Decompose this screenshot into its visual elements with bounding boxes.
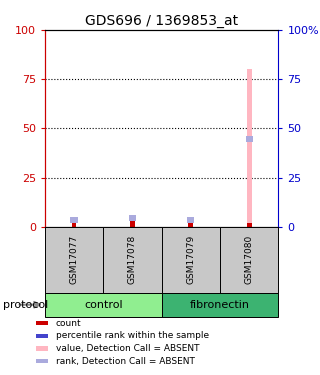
Bar bbox=[72, 223, 76, 227]
Text: control: control bbox=[84, 300, 123, 310]
Text: GSM17079: GSM17079 bbox=[186, 235, 195, 284]
Bar bbox=[36, 334, 48, 338]
Bar bbox=[220, 227, 278, 292]
Text: percentile rank within the sample: percentile rank within the sample bbox=[56, 332, 209, 340]
Text: fibronectin: fibronectin bbox=[190, 300, 250, 310]
Bar bbox=[36, 321, 48, 325]
Bar bbox=[189, 223, 193, 227]
Bar bbox=[45, 227, 103, 292]
Bar bbox=[247, 223, 252, 227]
Bar bbox=[187, 217, 194, 223]
Bar bbox=[72, 223, 76, 227]
Bar bbox=[130, 221, 135, 227]
Bar bbox=[45, 292, 162, 317]
Bar bbox=[103, 227, 162, 292]
Bar bbox=[162, 227, 220, 292]
Bar bbox=[247, 69, 252, 227]
Text: protocol: protocol bbox=[3, 300, 48, 310]
Title: GDS696 / 1369853_at: GDS696 / 1369853_at bbox=[85, 13, 238, 28]
Bar bbox=[247, 223, 251, 227]
Bar bbox=[36, 359, 48, 363]
Text: value, Detection Call = ABSENT: value, Detection Call = ABSENT bbox=[56, 344, 199, 353]
Bar bbox=[129, 215, 136, 221]
Text: GSM17077: GSM17077 bbox=[69, 235, 78, 284]
Bar bbox=[188, 223, 193, 227]
Bar bbox=[131, 221, 134, 227]
Bar bbox=[36, 346, 48, 351]
Bar bbox=[70, 217, 77, 223]
Text: rank, Detection Call = ABSENT: rank, Detection Call = ABSENT bbox=[56, 357, 195, 366]
Bar bbox=[246, 136, 253, 142]
Text: GSM17078: GSM17078 bbox=[128, 235, 137, 284]
Text: count: count bbox=[56, 319, 81, 328]
Bar bbox=[162, 292, 278, 317]
Text: GSM17080: GSM17080 bbox=[245, 235, 254, 284]
